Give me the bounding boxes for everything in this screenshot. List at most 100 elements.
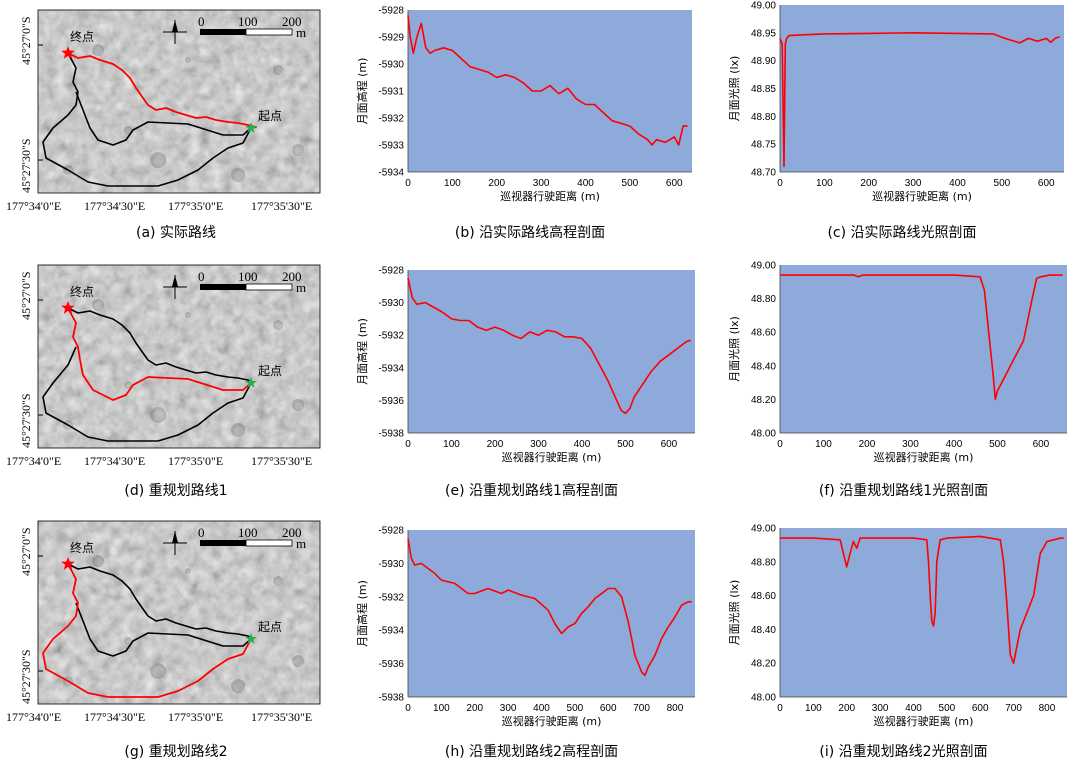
y-tick-label: 48.95 — [751, 28, 776, 39]
lat-label-0: 45°27'0"S — [19, 16, 33, 65]
y-tick-label: 48.80 — [751, 112, 776, 123]
scale-label-200: 200 — [282, 14, 302, 29]
scale-bar-black — [200, 29, 246, 35]
crater — [124, 126, 132, 134]
red-route — [67, 307, 252, 401]
x-tick-label: 300 — [872, 703, 889, 714]
x-tick-label: 100 — [443, 439, 460, 450]
x-tick-label: 100 — [433, 703, 450, 714]
y-tick-label: 48.60 — [751, 591, 776, 602]
chart-f-illumination-route1: 49.00 48.80 48.60 48.40 48.20 48.000 100 200 300… — [727, 261, 1067, 499]
y-axis-label: 月面光照 (lx) — [727, 580, 741, 646]
x-tick-label: 500 — [617, 439, 634, 450]
crater-rim — [186, 313, 192, 319]
y-tick-label: 49.00 — [751, 261, 776, 272]
y-tick-label: -5932 — [378, 114, 404, 125]
scale-label-0: 0 — [198, 269, 205, 284]
crater-rim — [294, 401, 304, 411]
crater — [92, 299, 104, 311]
x-tick-label: 600 — [600, 703, 617, 714]
crater-rim — [94, 46, 104, 56]
data-line — [780, 535, 1064, 665]
crater — [92, 555, 104, 567]
crater-rim — [186, 569, 192, 575]
end-label: 终点 — [70, 540, 94, 555]
y-tick-label: -5931 — [378, 87, 404, 98]
x-tick-label: 500 — [994, 178, 1011, 189]
scale-label-200: 200 — [282, 525, 302, 540]
crater — [185, 57, 191, 63]
plot-area — [408, 270, 695, 433]
x-tick-label: 0 — [405, 439, 411, 450]
start-star-icon — [245, 377, 257, 388]
x-tick-label: 300 — [902, 439, 919, 450]
red-route — [42, 563, 252, 698]
scale-unit: m — [296, 25, 306, 40]
plot-area — [408, 530, 695, 697]
lat-label-1: 45°27'30"S — [19, 393, 33, 448]
lon-label-3: 177°35'30"E — [251, 454, 312, 468]
x-tick-label: 400 — [905, 703, 922, 714]
x-tick-label: 300 — [500, 703, 517, 714]
y-axis-label: 月面高程 (m) — [355, 580, 369, 647]
caption: (f) 沿重规划路线1光照剖面 — [819, 483, 988, 499]
x-tick-label: 0 — [405, 178, 411, 189]
end-label: 终点 — [70, 29, 94, 44]
red-route — [67, 52, 257, 129]
crater-rim — [234, 426, 244, 436]
lunar-surface-texture — [38, 10, 320, 193]
crater — [273, 320, 283, 330]
lat-label-0: 45°27'0"S — [19, 271, 33, 320]
caption: (g) 重规划路线2 — [124, 744, 227, 760]
y-tick-label: -5938 — [378, 693, 404, 704]
x-tick-label: 100 — [805, 703, 822, 714]
y-tick-label: 48.20 — [751, 659, 776, 670]
scale-unit: m — [296, 280, 306, 295]
x-tick-label: 400 — [533, 703, 550, 714]
x-tick-label: 200 — [487, 439, 504, 450]
lon-label-3: 177°35'30"E — [251, 199, 312, 213]
y-tick-label: -5928 — [378, 526, 404, 537]
lon-label-0: 177°34'0"E — [6, 710, 61, 724]
y-tick-label: -5936 — [378, 396, 404, 407]
crater-rim — [153, 155, 165, 167]
lon-label-2: 177°35'0"E — [168, 199, 223, 213]
x-tick-label: 500 — [567, 703, 584, 714]
caption: (c) 沿实际路线光照剖面 — [827, 225, 976, 241]
scale-bar-white — [245, 28, 293, 36]
crater-rim — [186, 58, 192, 64]
data-line — [779, 31, 1060, 168]
y-tick-label: -5933 — [378, 141, 404, 152]
y-tick-label: 48.00 — [751, 693, 776, 704]
y-tick-label: 48.40 — [751, 625, 776, 636]
x-tick-label: 600 — [972, 703, 989, 714]
x-tick-label: 400 — [577, 178, 594, 189]
x-tick-label: 200 — [488, 178, 505, 189]
caption: (h) 沿重规划路线2高程剖面 — [445, 743, 618, 760]
x-axis-label: 巡视器行驶距离 (m) — [502, 714, 602, 728]
x-axis-label: 巡视器行驶距离 (m) — [874, 450, 974, 464]
caption: (a) 实际路线 — [136, 225, 216, 241]
crater — [92, 44, 104, 56]
y-tick-label: 48.00 — [751, 429, 776, 440]
y-tick-label: -5938 — [378, 429, 404, 440]
crater — [273, 65, 283, 75]
chart-c-illumination-actual: 49.00 48.95 48.90 48.85 48.80 48.75 48.700 100 2… — [727, 1, 1064, 241]
plot-area — [780, 528, 1067, 697]
crater-rim — [275, 322, 283, 330]
y-tick-label: 48.20 — [751, 395, 776, 406]
crater-rim — [94, 301, 104, 311]
start-label: 起点 — [258, 364, 282, 378]
x-tick-label: 300 — [905, 178, 922, 189]
lon-label-0: 177°34'0"E — [6, 454, 61, 468]
crater — [231, 168, 245, 182]
scale-label-100: 100 — [238, 269, 258, 284]
x-tick-label: 0 — [777, 439, 783, 450]
crater-rim — [234, 171, 244, 181]
x-axis-label: 巡视器行驶距离 (m) — [874, 714, 974, 728]
x-tick-label: 600 — [1033, 439, 1050, 450]
y-tick-label: 49.00 — [751, 1, 776, 12]
scale-bar-black — [200, 540, 246, 546]
y-tick-label: -5928 — [378, 6, 404, 17]
